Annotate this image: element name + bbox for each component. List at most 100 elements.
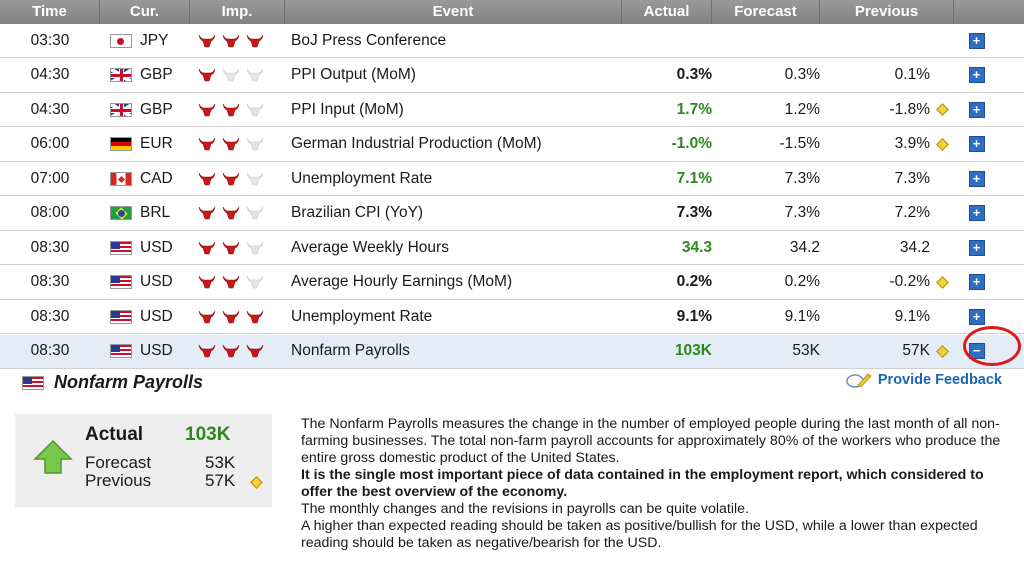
row-forecast: 9.1% bbox=[784, 307, 820, 325]
row-currency: USD bbox=[100, 273, 190, 291]
row-event[interactable]: Average Hourly Earnings (MoM) bbox=[291, 273, 513, 290]
row-currency: GBP bbox=[100, 101, 190, 119]
expand-button[interactable]: + bbox=[968, 205, 985, 221]
revised-diamond-icon[interactable] bbox=[935, 275, 949, 289]
expand-button[interactable]: + bbox=[968, 239, 985, 256]
table-row[interactable]: 08:00 BRL Brazilian CPI (YoY) 7.3% 7.3% 7.2% + bbox=[0, 197, 1024, 231]
bull-icon bbox=[222, 344, 240, 358]
row-event[interactable]: PPI Input (MoM) bbox=[291, 100, 404, 118]
header-forecast[interactable]: Forecast bbox=[712, 0, 820, 24]
revision-cell bbox=[930, 344, 954, 358]
table-row[interactable]: 03:30 JPY BoJ Press Conference + bbox=[0, 24, 1024, 58]
row-currency: USD bbox=[100, 308, 190, 326]
header-importance[interactable]: Imp. bbox=[190, 0, 285, 24]
expand-cell: + bbox=[954, 239, 999, 256]
header-currency[interactable]: Cur. bbox=[100, 0, 190, 24]
currency-code: JPY bbox=[140, 31, 169, 49]
bull-icon bbox=[198, 275, 216, 289]
expand-button[interactable]: + bbox=[968, 274, 985, 290]
revised-diamond-icon[interactable] bbox=[935, 137, 949, 151]
detail-forecast-label: Forecast bbox=[85, 453, 152, 472]
row-forecast: -1.5% bbox=[779, 135, 821, 152]
detail-forecast-value: 53K bbox=[205, 453, 236, 472]
revision-cell bbox=[930, 103, 954, 116]
header-previous[interactable]: Previous bbox=[820, 0, 954, 24]
provide-feedback-link[interactable]: Provide Feedback bbox=[846, 372, 1002, 388]
importance-rating bbox=[190, 137, 285, 151]
bull-icon bbox=[198, 34, 216, 47]
row-event[interactable]: Unemployment Rate bbox=[291, 169, 433, 187]
bull-icon bbox=[246, 34, 264, 47]
row-time: 03:30 bbox=[30, 31, 70, 49]
row-event[interactable]: Brazilian CPI (YoY) bbox=[291, 204, 424, 221]
expand-cell: + bbox=[954, 205, 999, 221]
row-previous: 7.2% bbox=[894, 204, 930, 221]
importance-rating bbox=[190, 103, 285, 117]
row-previous: 57K bbox=[902, 342, 930, 359]
importance-rating bbox=[190, 344, 285, 358]
importance-rating bbox=[190, 241, 285, 255]
row-forecast: 7.3% bbox=[784, 169, 820, 187]
header-actual[interactable]: Actual bbox=[622, 0, 712, 24]
currency-code: USD bbox=[140, 273, 173, 290]
table-header: Time Cur. Imp. Event Actual Forecast Pre… bbox=[0, 0, 1024, 24]
importance-rating bbox=[190, 172, 285, 186]
revised-diamond-icon[interactable] bbox=[935, 103, 949, 116]
table-row[interactable]: 08:30 USD Nonfarm Payrolls 103K 53K 57K − bbox=[0, 334, 1024, 369]
table-row[interactable]: 07:00 CAD Unemployment Rate 7.1% 7.3% 7.3% + bbox=[0, 162, 1024, 196]
bull-icon bbox=[198, 137, 216, 151]
expand-button[interactable]: + bbox=[968, 170, 985, 187]
table-row[interactable]: 08:30 USD Average Hourly Earnings (MoM) 0.2… bbox=[0, 266, 1024, 300]
importance-rating bbox=[190, 275, 285, 289]
row-event[interactable]: Average Weekly Hours bbox=[291, 238, 449, 256]
flag-us-icon bbox=[110, 309, 132, 324]
row-previous: 3.9% bbox=[894, 135, 930, 152]
row-previous: -0.2% bbox=[889, 273, 931, 290]
row-actual: 7.3% bbox=[676, 204, 712, 221]
row-event[interactable]: German Industrial Production (MoM) bbox=[291, 135, 542, 152]
expand-cell: + bbox=[954, 274, 999, 290]
description-paragraph: A higher than expected reading should be… bbox=[301, 518, 978, 551]
row-actual: 9.1% bbox=[676, 307, 712, 325]
row-currency: JPY bbox=[100, 32, 190, 50]
bull-icon bbox=[222, 34, 240, 47]
revised-diamond-icon bbox=[250, 476, 263, 489]
expand-button[interactable]: + bbox=[968, 67, 985, 83]
flag-de-icon bbox=[110, 137, 132, 151]
flag-br-icon bbox=[110, 206, 132, 220]
row-event[interactable]: PPI Output (MoM) bbox=[291, 66, 416, 83]
expand-button[interactable]: + bbox=[968, 308, 985, 325]
bull-icon bbox=[198, 103, 216, 116]
importance-rating bbox=[190, 206, 285, 220]
expand-cell: + bbox=[954, 308, 999, 325]
header-event[interactable]: Event bbox=[285, 0, 622, 24]
table-row[interactable]: 04:30 GBP PPI Output (MoM) 0.3% 0.3% 0.1% + bbox=[0, 59, 1024, 93]
row-event[interactable]: Unemployment Rate bbox=[291, 307, 433, 325]
revised-diamond-icon[interactable] bbox=[935, 344, 949, 358]
currency-code: GBP bbox=[140, 100, 173, 118]
table-row[interactable]: 08:30 USD Average Weekly Hours 34.3 34.2 34.2… bbox=[0, 231, 1024, 265]
bull-icon bbox=[246, 137, 264, 151]
table-row[interactable]: 06:00 EUR German Industrial Production (Mo… bbox=[0, 128, 1024, 162]
bull-icon bbox=[246, 206, 264, 220]
bull-icon bbox=[246, 172, 264, 185]
row-event[interactable]: BoJ Press Conference bbox=[291, 31, 447, 49]
bull-icon bbox=[222, 137, 240, 151]
expand-cell: + bbox=[954, 32, 999, 49]
importance-rating bbox=[190, 68, 285, 82]
row-event[interactable]: Nonfarm Payrolls bbox=[291, 342, 410, 359]
header-time[interactable]: Time bbox=[0, 0, 100, 24]
bull-icon bbox=[222, 206, 240, 220]
bull-icon bbox=[198, 241, 216, 254]
row-previous: 9.1% bbox=[894, 307, 930, 325]
bull-icon bbox=[198, 310, 216, 323]
detail-actual-label: Actual bbox=[85, 424, 144, 445]
bull-icon bbox=[246, 310, 264, 323]
flag-us-icon bbox=[110, 275, 132, 289]
expand-button[interactable]: + bbox=[968, 136, 985, 152]
table-row[interactable]: 08:30 USD Unemployment Rate 9.1% 9.1% 9.1% + bbox=[0, 300, 1024, 334]
currency-code: GBP bbox=[140, 66, 173, 83]
expand-button[interactable]: + bbox=[968, 32, 985, 49]
table-row[interactable]: 04:30 GBP PPI Input (MoM) 1.7% 1.2% -1.8% + bbox=[0, 93, 1024, 127]
expand-button[interactable]: + bbox=[968, 101, 985, 118]
